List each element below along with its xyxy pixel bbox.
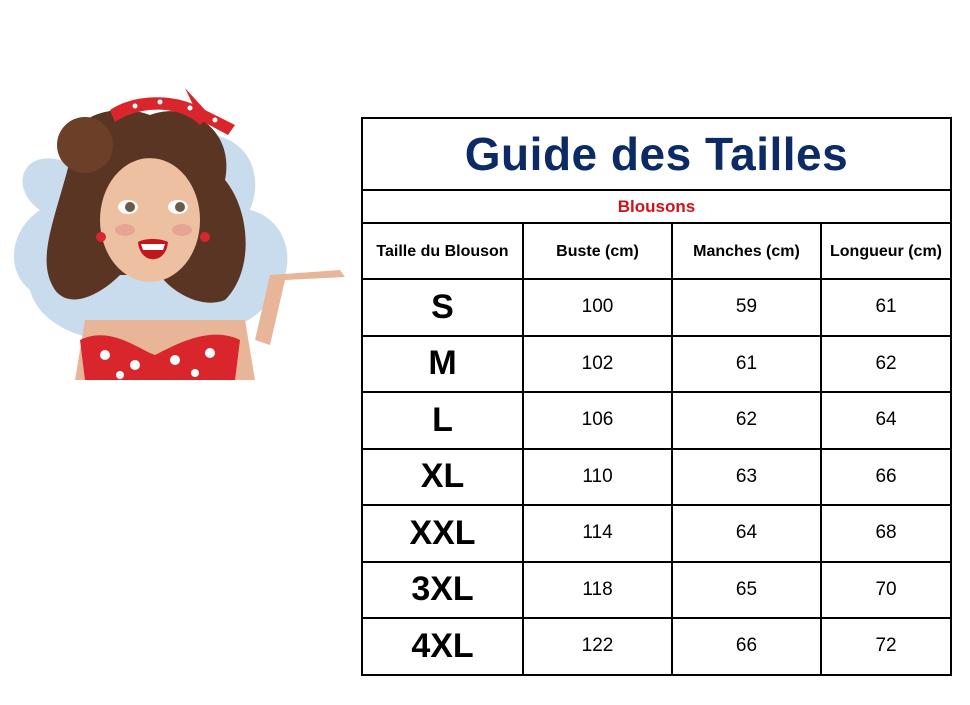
column-header: Buste (cm)	[522, 222, 673, 280]
size-cell: M	[361, 334, 524, 393]
length-cell: 70	[819, 560, 953, 619]
bust-cell: 100	[522, 278, 673, 337]
table-row: M 102 61 62	[361, 334, 953, 393]
bust-cell: 110	[522, 447, 673, 506]
header-row: Taille du Blouson Buste (cm) Manches (cm…	[361, 222, 953, 280]
bust-cell: 102	[522, 334, 673, 393]
table-row: XL 110 63 66	[361, 447, 953, 506]
column-header: Longueur (cm)	[819, 222, 953, 280]
sleeve-cell: 65	[671, 560, 822, 619]
table-subtitle: Blousons	[360, 189, 953, 224]
size-cell: S	[361, 278, 524, 337]
table-row: S 100 59 61	[361, 278, 953, 337]
pinup-woman-illustration	[13, 88, 345, 380]
sleeve-cell: 66	[671, 617, 822, 676]
sleeve-cell: 63	[671, 447, 822, 506]
sleeve-cell: 64	[671, 504, 822, 563]
length-cell: 68	[819, 504, 953, 563]
column-header: Taille du Blouson	[361, 222, 524, 280]
table-row: 3XL 118 65 70	[361, 560, 953, 619]
table-row: XXL 114 64 68	[361, 504, 953, 563]
size-cell: 3XL	[361, 560, 524, 619]
table-title: Guide des Tailles	[360, 117, 953, 191]
length-cell: 61	[819, 278, 953, 337]
table-row: 4XL 122 66 72	[361, 617, 953, 676]
length-cell: 64	[819, 391, 953, 450]
size-cell: XL	[361, 447, 524, 506]
sleeve-cell: 59	[671, 278, 822, 337]
table-row: L 106 62 64	[361, 391, 953, 450]
bust-cell: 122	[522, 617, 673, 676]
size-cell: XXL	[361, 504, 524, 563]
size-cell: 4XL	[361, 617, 524, 676]
bust-cell: 106	[522, 391, 673, 450]
sleeve-cell: 62	[671, 391, 822, 450]
column-header: Manches (cm)	[671, 222, 822, 280]
size-guide-table: Guide des Tailles Blousons Taille du Blo…	[360, 117, 953, 676]
length-cell: 72	[819, 617, 953, 676]
bust-cell: 118	[522, 560, 673, 619]
bust-cell: 114	[522, 504, 673, 563]
sleeve-cell: 61	[671, 334, 822, 393]
length-cell: 62	[819, 334, 953, 393]
size-cell: L	[361, 391, 524, 450]
length-cell: 66	[819, 447, 953, 506]
